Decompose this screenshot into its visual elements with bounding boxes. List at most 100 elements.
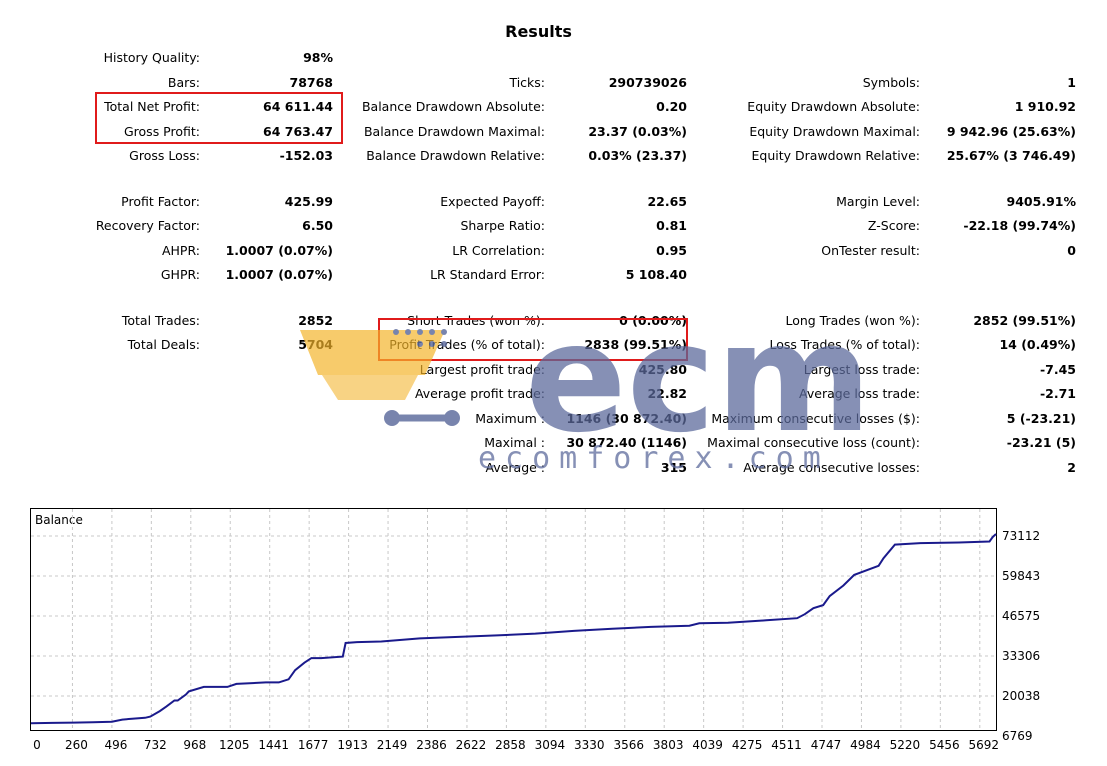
x-tick-label: 5692 [969, 738, 1000, 752]
stat-value: 0.81 [656, 218, 687, 233]
x-tick-label: 2622 [456, 738, 487, 752]
stat-value: 1.0007 (0.07%) [225, 267, 333, 282]
stat-label: Maximum : [475, 411, 545, 426]
stat-value: 22.82 [647, 386, 687, 401]
stat-label: Balance Drawdown Relative: [366, 148, 545, 163]
stat-value: 9405.91% [1006, 194, 1076, 209]
stat-value: 23.37 (0.03%) [588, 124, 687, 139]
stat-value: -7.45 [1039, 362, 1076, 377]
stat-value: 0.20 [656, 99, 687, 114]
x-tick-label: 1441 [258, 738, 289, 752]
stat-label: Average profit trade: [414, 386, 545, 401]
x-tick-label: 968 [183, 738, 206, 752]
y-tick-label: 33306 [1002, 649, 1040, 663]
x-tick-label: 4747 [811, 738, 842, 752]
stat-value: 0 [1067, 243, 1076, 258]
stat-label: Total Trades: [121, 313, 200, 328]
x-tick-label: 1913 [337, 738, 368, 752]
stat-label: Short Trades (won %): [407, 313, 545, 328]
stat-label: Equity Drawdown Maximal: [749, 124, 920, 139]
x-tick-label: 4511 [771, 738, 802, 752]
stat-label: Expected Payoff: [440, 194, 545, 209]
stat-label: Largest loss trade: [803, 362, 920, 377]
stat-value: 30 872.40 (1146) [566, 435, 687, 450]
x-tick-label: 260 [65, 738, 88, 752]
stat-label: Bars: [167, 75, 200, 90]
stat-label: Average consecutive losses: [743, 460, 920, 475]
x-tick-label: 4275 [732, 738, 763, 752]
stat-label: Maximal consecutive loss (count): [707, 435, 920, 450]
x-tick-label: 5456 [929, 738, 960, 752]
stat-label: Profit Factor: [121, 194, 200, 209]
stat-label: Balance Drawdown Maximal: [363, 124, 545, 139]
y-tick-label: 59843 [1002, 569, 1040, 583]
stat-label: Average : [485, 460, 545, 475]
stat-value: 0.95 [656, 243, 687, 258]
x-tick-label: 4039 [692, 738, 723, 752]
stat-value: 290739026 [608, 75, 687, 90]
balance-series-line [30, 533, 997, 725]
stat-label: LR Standard Error: [430, 267, 545, 282]
stat-value: -2.71 [1039, 386, 1076, 401]
results-title: Results [505, 22, 572, 41]
stat-label: Margin Level: [836, 194, 920, 209]
y-tick-label: 6769 [1002, 729, 1033, 743]
stat-label: GHPR: [160, 267, 200, 282]
x-tick-label: 496 [104, 738, 127, 752]
stat-label: Gross Loss: [129, 148, 200, 163]
stat-label: Long Trades (won %): [785, 313, 920, 328]
stat-label: Balance Drawdown Absolute: [361, 99, 545, 114]
stat-label: Equity Drawdown Relative: [751, 148, 920, 163]
y-tick-label: 73112 [1002, 529, 1040, 543]
stat-value: 2852 (99.51%) [973, 313, 1076, 328]
net-profit-highlight-box [95, 92, 343, 144]
stat-label: Maximum consecutive losses ($): [711, 411, 920, 426]
stat-value: 315 [660, 460, 687, 475]
stat-value: 0 (0.00%) [619, 313, 687, 328]
stat-value: 78768 [289, 75, 334, 90]
stat-label: Loss Trades (% of total): [769, 337, 920, 352]
stat-label: Total Deals: [127, 337, 200, 352]
chart-title: Balance [35, 513, 83, 527]
stat-label: OnTester result: [821, 243, 920, 258]
stat-value: 9 942.96 (25.63%) [946, 124, 1076, 139]
stat-label: Z-Score: [867, 218, 920, 233]
stat-value: 14 (0.49%) [999, 337, 1076, 352]
stat-value: -152.03 [279, 148, 333, 163]
stat-value: 1146 (30 872.40) [566, 411, 687, 426]
stat-value: 98% [303, 50, 333, 65]
stat-value: 2852 [298, 313, 333, 328]
stat-value: 25.67% (3 746.49) [946, 148, 1076, 163]
stat-value: 5 108.40 [625, 267, 687, 282]
x-tick-label: 0 [33, 738, 41, 752]
stat-label: Average loss trade: [799, 386, 920, 401]
stat-value: 425.80 [638, 362, 687, 377]
x-tick-label: 1677 [298, 738, 329, 752]
x-tick-label: 3330 [574, 738, 605, 752]
stat-value: 1 [1067, 75, 1076, 90]
x-tick-label: 4984 [850, 738, 881, 752]
x-tick-label: 2149 [377, 738, 408, 752]
stat-label: Sharpe Ratio: [460, 218, 545, 233]
x-tick-label: 3566 [613, 738, 644, 752]
x-tick-label: 3803 [653, 738, 684, 752]
stat-value: 5 (-23.21) [1006, 411, 1076, 426]
stat-value: 64 763.47 [263, 124, 333, 139]
stat-value: -22.18 (99.74%) [963, 218, 1076, 233]
y-tick-label: 46575 [1002, 609, 1040, 623]
stat-value: 1 910.92 [1014, 99, 1076, 114]
stat-label: AHPR: [161, 243, 200, 258]
stat-value: 22.65 [647, 194, 687, 209]
stat-value: 1.0007 (0.07%) [225, 243, 333, 258]
stat-label: Total Net Profit: [104, 99, 200, 114]
stat-label: LR Correlation: [452, 243, 545, 258]
stat-label: Gross Profit: [123, 124, 200, 139]
x-tick-label: 2386 [416, 738, 447, 752]
stat-label: Ticks: [509, 75, 545, 90]
x-tick-label: 1205 [219, 738, 250, 752]
y-tick-label: 20038 [1002, 689, 1040, 703]
stat-value: 0.03% (23.37) [588, 148, 687, 163]
stat-label: Symbols: [862, 75, 920, 90]
stat-value: 6.50 [302, 218, 333, 233]
